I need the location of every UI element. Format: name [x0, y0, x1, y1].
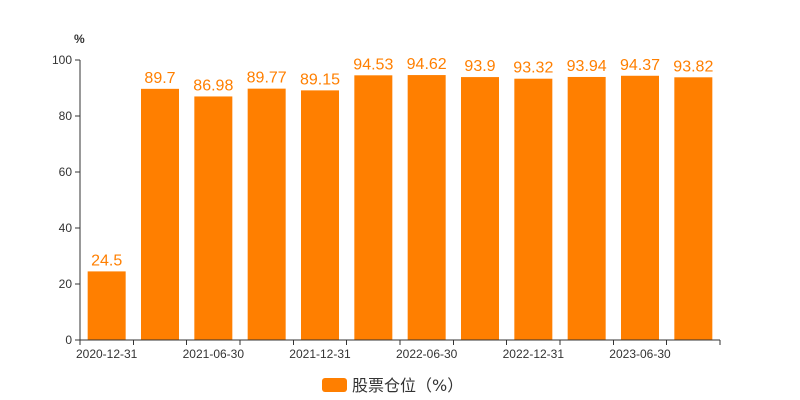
y-tick-label: 80: [59, 109, 73, 123]
bar-value-label: 93.82: [673, 58, 713, 75]
bar-value-label: 89.15: [300, 71, 340, 88]
x-tick-label: 2020-12-31: [76, 347, 138, 361]
bar[interactable]: [674, 77, 713, 340]
bar-value-label: 93.32: [513, 60, 553, 77]
bar-value-label: 89.7: [144, 70, 175, 87]
legend-swatch[interactable]: [322, 378, 347, 392]
x-axis: 2020-12-31 2021-06-30 2021-12-31 2022-06-30…: [76, 339, 721, 361]
x-tick-label: 2022-12-31: [503, 347, 565, 361]
bar[interactable]: [354, 75, 393, 340]
bar[interactable]: [407, 75, 446, 341]
y-tick-label: 0: [65, 333, 72, 347]
bar[interactable]: [141, 88, 179, 340]
bar[interactable]: [621, 75, 659, 340]
bar-value-label: 94.37: [620, 57, 660, 74]
x-tick-label: 2022-06-30: [396, 347, 458, 361]
bar-value-label: 24.5: [91, 252, 122, 269]
x-tick-label: 2021-12-31: [289, 347, 351, 361]
x-tick-label: 2021-06-30: [183, 347, 245, 361]
y-tick-label: 20: [59, 277, 73, 291]
bar[interactable]: [87, 271, 126, 340]
y-tick-label: 100: [52, 53, 72, 67]
bar-series: 24.5 89.7 86.98 89.77 89.15 94.53 94.62 93.9 93.…: [87, 56, 713, 341]
y-axis-ticks: 0 20 40 60 80 100: [52, 53, 81, 347]
y-tick-label: 40: [59, 221, 73, 235]
bar[interactable]: [567, 76, 606, 340]
bar-value-label: 93.9: [464, 58, 495, 75]
bar[interactable]: [194, 96, 233, 341]
legend-label[interactable]: 股票仓位（%）: [352, 376, 463, 395]
bar-value-label: 93.94: [567, 58, 607, 75]
bar-value-label: 94.53: [353, 56, 393, 73]
bar-value-label: 89.77: [247, 70, 287, 87]
bar[interactable]: [461, 77, 499, 340]
bar-value-label: 86.98: [193, 77, 233, 94]
legend[interactable]: 股票仓位（%）: [322, 376, 463, 395]
y-axis-unit-label: %: [74, 32, 85, 46]
bar[interactable]: [514, 78, 553, 340]
bar[interactable]: [301, 90, 339, 340]
y-tick-label: 60: [59, 165, 73, 179]
bar[interactable]: [247, 88, 286, 340]
bar-value-label: 94.62: [407, 56, 447, 73]
x-tick-label: 2023-06-30: [609, 347, 671, 361]
